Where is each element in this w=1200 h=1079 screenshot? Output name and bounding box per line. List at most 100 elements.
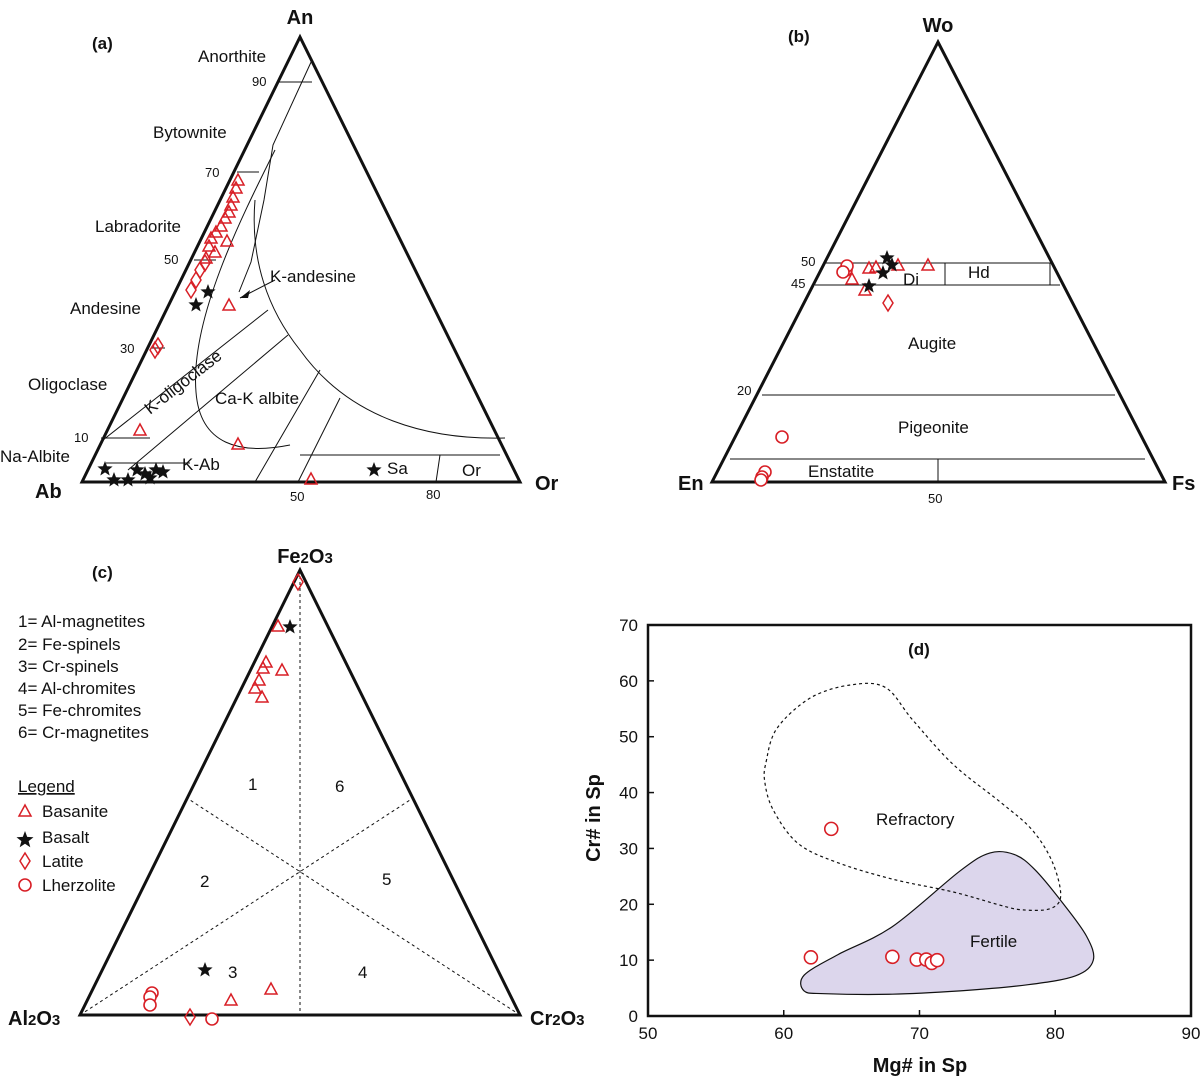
basanite-point — [255, 660, 271, 674]
tick-b-base-50: 50 — [928, 491, 942, 506]
basalt-point — [148, 462, 164, 477]
key-line-5: 5= Fe-chromites — [18, 701, 141, 720]
basanite-point — [230, 172, 246, 186]
panel-c-points — [143, 572, 304, 1027]
panel-a-arrow-head — [240, 290, 250, 298]
field-sa: Sa — [387, 459, 408, 478]
panel-a-points — [97, 172, 382, 487]
latite-point — [882, 293, 894, 313]
basalt-point — [875, 265, 891, 280]
panel-c-vertex-left: Al2O3 — [8, 1008, 60, 1030]
basalt-point — [197, 962, 213, 977]
latite-point — [292, 572, 304, 592]
tick-b-50: 50 — [801, 254, 815, 269]
basanite-point — [223, 992, 239, 1006]
basanite-point — [219, 233, 235, 247]
basanite-point — [868, 259, 884, 273]
lherzolite-data-point — [885, 949, 900, 965]
x-tick-label: 50 — [639, 1024, 658, 1043]
basanite-point — [270, 618, 286, 632]
y-tick-label: 10 — [619, 951, 638, 970]
panel-c-vertex-top: Fe2O3 — [277, 546, 333, 568]
tick-a-50: 50 — [164, 252, 178, 267]
zone-5: 5 — [382, 870, 391, 889]
lherzolite-point — [775, 430, 789, 444]
panel-a-boundary-andesine — [238, 59, 313, 293]
zone-3: 3 — [228, 963, 237, 982]
basanite-point — [228, 180, 244, 194]
basanite-point — [213, 218, 229, 232]
key-line-1: 1= Al-magnetites — [18, 612, 145, 631]
basalt-point — [884, 257, 900, 272]
basanite-point — [844, 271, 860, 285]
basalt-point — [106, 472, 122, 487]
panel-b-vertex-top: Wo — [923, 15, 954, 37]
x-axis-label: Mg# in Sp — [873, 1055, 967, 1077]
basanite-point — [208, 224, 224, 238]
lherzolite-data-point — [929, 952, 945, 968]
tick-a-90: 90 — [252, 74, 266, 89]
basalt-point — [861, 278, 877, 293]
y-tick-label: 0 — [629, 1007, 638, 1026]
basalt-point — [142, 470, 158, 485]
basanite-point — [274, 662, 290, 676]
panel-a-curve-solvus-2 — [253, 199, 506, 439]
latite-point — [149, 340, 161, 360]
key-line-6: 6= Cr-magnetites — [18, 723, 149, 742]
key-line-4: 4= Al-chromites — [18, 679, 136, 698]
field-anorthite: Anorthite — [198, 47, 266, 66]
field-augite: Augite — [908, 334, 956, 353]
zone-2: 2 — [200, 872, 209, 891]
basalt-point — [129, 462, 145, 477]
basalt-point — [282, 619, 298, 634]
basanite-point — [920, 257, 936, 271]
panel-a-boundary-alkali — [254, 369, 500, 483]
panel-b-vertex-right: Fs — [1172, 473, 1195, 495]
panel-b-tag: (b) — [788, 27, 810, 46]
x-tick-label: 80 — [1046, 1024, 1065, 1043]
legend-lherzolite: Lherzolite — [42, 876, 116, 895]
panel-c: (c) Fe2O3 Al2O3 Cr2O3 1 2 3 4 5 6 1= Al-… — [8, 546, 584, 1030]
basanite-point — [254, 689, 270, 703]
basalt-point — [200, 284, 216, 299]
latite-point — [184, 1007, 196, 1027]
panel-d-tag: (d) — [908, 640, 930, 659]
panel-a-boundary-oligoclase — [102, 309, 289, 471]
basalt-point — [120, 472, 136, 487]
legend-basalt: Basalt — [42, 828, 90, 847]
basanite-point — [230, 436, 246, 450]
field-or: Or — [462, 461, 481, 480]
panel-a-curve-solvus-1 — [195, 149, 291, 449]
y-tick-label: 30 — [619, 839, 638, 858]
key-line-3: 3= Cr-spinels — [18, 657, 119, 676]
field-labradorite: Labradorite — [95, 217, 181, 236]
panel-a-vertex-right: Or — [535, 473, 559, 495]
tick-b-45: 45 — [791, 276, 805, 291]
fertile-region — [800, 850, 1095, 996]
field-di: Di — [903, 270, 919, 289]
basalt-point — [366, 462, 382, 477]
panel-b: (b) Wo En Fs Di Hd Augite Pigeonite Enst… — [678, 15, 1195, 506]
field-andesine: Andesine — [70, 299, 141, 318]
basalt-point — [97, 461, 113, 476]
panel-a-tick-lines — [101, 81, 312, 439]
latite-point — [190, 270, 202, 290]
panel-c-tag: (c) — [92, 563, 113, 582]
zone-1: 1 — [248, 775, 257, 794]
lherzolite-point — [205, 1012, 219, 1026]
tick-a-base-80: 80 — [426, 487, 440, 502]
lherzolite-point — [836, 265, 850, 279]
legend-latite: Latite — [42, 852, 84, 871]
basanite-point — [221, 297, 237, 311]
latite-point — [185, 280, 197, 300]
basalt-point — [137, 466, 153, 481]
lherzolite-data-point — [803, 950, 819, 965]
tick-a-30: 30 — [120, 341, 134, 356]
panel-a-vertex-left: Ab — [35, 481, 62, 503]
tick-a-70: 70 — [205, 165, 219, 180]
y-tick-label: 40 — [619, 784, 638, 803]
panel-a-boundary-albite — [106, 437, 190, 464]
panel-a-frame — [79, 33, 523, 484]
